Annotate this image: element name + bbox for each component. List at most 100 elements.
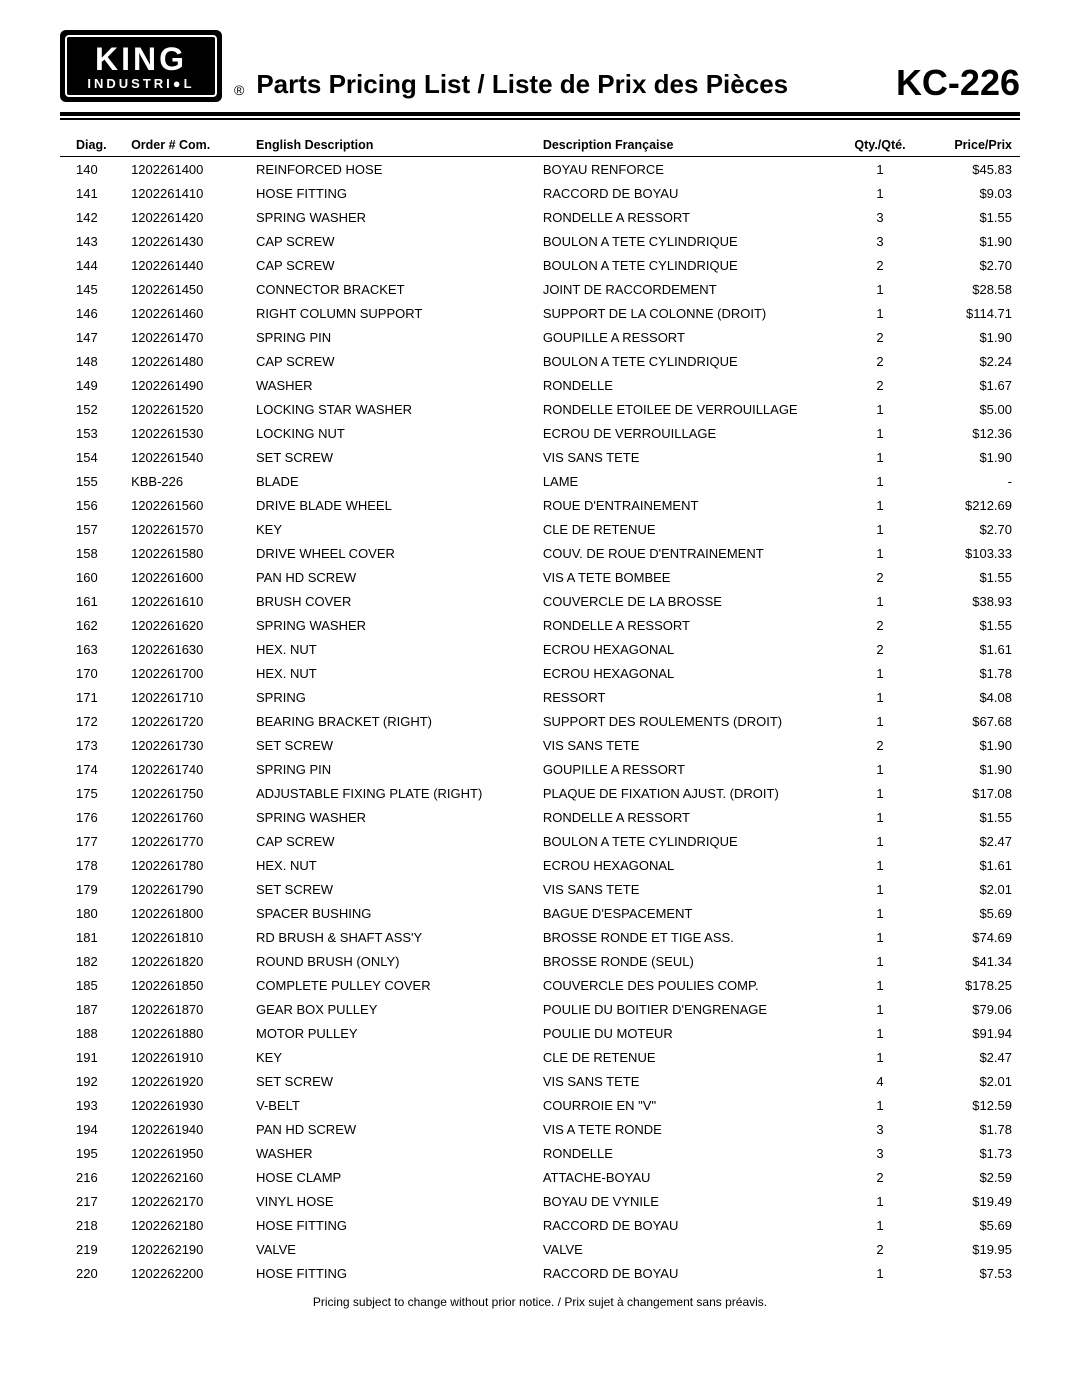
table-row: 1911202261910KEYCLE DE RETENUE1$2.47: [60, 1045, 1020, 1069]
cell-fr: VIS SANS TETE: [539, 733, 840, 757]
table-row: 1741202261740SPRING PINGOUPILLE A RESSOR…: [60, 757, 1020, 781]
cell-order: 1202262190: [127, 1237, 252, 1261]
cell-eng: SPRING PIN: [252, 757, 539, 781]
cell-order: 1202261800: [127, 901, 252, 925]
cell-fr: COUVERCLE DE LA BROSSE: [539, 589, 840, 613]
cell-price: $9.03: [920, 181, 1020, 205]
cell-fr: SUPPORT DE LA COLONNE (DROIT): [539, 301, 840, 325]
cell-price: $91.94: [920, 1021, 1020, 1045]
cell-order: 1202261480: [127, 349, 252, 373]
cell-diag: 144: [60, 253, 127, 277]
cell-price: $74.69: [920, 925, 1020, 949]
cell-fr: VIS SANS TETE: [539, 445, 840, 469]
table-row: 1571202261570KEYCLE DE RETENUE1$2.70: [60, 517, 1020, 541]
cell-price: $79.06: [920, 997, 1020, 1021]
cell-order: 1202261870: [127, 997, 252, 1021]
cell-price: $1.90: [920, 229, 1020, 253]
cell-eng: GEAR BOX PULLEY: [252, 997, 539, 1021]
cell-diag: 162: [60, 613, 127, 637]
cell-order: 1202261790: [127, 877, 252, 901]
cell-eng: HOSE FITTING: [252, 181, 539, 205]
cell-order: 1202261470: [127, 325, 252, 349]
table-row: 155KBB-226BLADELAME1-: [60, 469, 1020, 493]
table-row: 2171202262170VINYL HOSEBOYAU DE VYNILE1$…: [60, 1189, 1020, 1213]
cell-fr: COUVERCLE DES POULIES COMP.: [539, 973, 840, 997]
cell-order: 1202262160: [127, 1165, 252, 1189]
cell-qty: 1: [840, 1189, 921, 1213]
cell-qty: 1: [840, 973, 921, 997]
cell-price: $1.67: [920, 373, 1020, 397]
cell-qty: 1: [840, 397, 921, 421]
cell-price: $4.08: [920, 685, 1020, 709]
cell-order: 1202261520: [127, 397, 252, 421]
cell-diag: 192: [60, 1069, 127, 1093]
cell-price: $1.90: [920, 445, 1020, 469]
cell-diag: 175: [60, 781, 127, 805]
cell-order: 1202261750: [127, 781, 252, 805]
cell-fr: BOULON A TETE CYLINDRIQUE: [539, 253, 840, 277]
cell-diag: 185: [60, 973, 127, 997]
cell-eng: KEY: [252, 517, 539, 541]
col-fr: Description Française: [539, 134, 840, 157]
header-divider: [60, 118, 1020, 120]
table-row: 1791202261790SET SCREWVIS SANS TETE1$2.0…: [60, 877, 1020, 901]
table-row: 1461202261460RIGHT COLUMN SUPPORTSUPPORT…: [60, 301, 1020, 325]
cell-price: -: [920, 469, 1020, 493]
cell-qty: 1: [840, 1021, 921, 1045]
table-row: 1951202261950WASHERRONDELLE3$1.73: [60, 1141, 1020, 1165]
cell-diag: 156: [60, 493, 127, 517]
cell-diag: 157: [60, 517, 127, 541]
cell-order: 1202261560: [127, 493, 252, 517]
footer-note: Pricing subject to change without prior …: [60, 1295, 1020, 1309]
cell-fr: ECROU HEXAGONAL: [539, 853, 840, 877]
cell-fr: VIS SANS TETE: [539, 1069, 840, 1093]
cell-diag: 154: [60, 445, 127, 469]
cell-qty: 1: [840, 781, 921, 805]
cell-fr: RONDELLE: [539, 373, 840, 397]
cell-qty: 2: [840, 349, 921, 373]
cell-price: $1.90: [920, 757, 1020, 781]
cell-diag: 173: [60, 733, 127, 757]
cell-fr: CLE DE RETENUE: [539, 517, 840, 541]
cell-qty: 2: [840, 613, 921, 637]
cell-eng: CAP SCREW: [252, 829, 539, 853]
cell-eng: SET SCREW: [252, 445, 539, 469]
cell-diag: 180: [60, 901, 127, 925]
cell-eng: CAP SCREW: [252, 349, 539, 373]
cell-order: 1202261540: [127, 445, 252, 469]
cell-qty: 1: [840, 277, 921, 301]
cell-price: $1.55: [920, 205, 1020, 229]
cell-eng: PAN HD SCREW: [252, 1117, 539, 1141]
cell-order: 1202261770: [127, 829, 252, 853]
cell-price: $1.90: [920, 733, 1020, 757]
cell-eng: RIGHT COLUMN SUPPORT: [252, 301, 539, 325]
cell-price: $1.73: [920, 1141, 1020, 1165]
cell-diag: 219: [60, 1237, 127, 1261]
col-qty: Qty./Qté.: [840, 134, 921, 157]
cell-eng: LOCKING NUT: [252, 421, 539, 445]
cell-price: $103.33: [920, 541, 1020, 565]
table-row: 1871202261870GEAR BOX PULLEYPOULIE DU BO…: [60, 997, 1020, 1021]
page-header: KING INDUSTRI●L ® Parts Pricing List / L…: [60, 30, 1020, 116]
cell-fr: BOULON A TETE CYLINDRIQUE: [539, 349, 840, 373]
cell-order: 1202261720: [127, 709, 252, 733]
table-row: 1781202261780HEX. NUTECROU HEXAGONAL1$1.…: [60, 853, 1020, 877]
cell-price: $5.69: [920, 901, 1020, 925]
cell-eng: SPRING WASHER: [252, 613, 539, 637]
cell-price: $2.01: [920, 1069, 1020, 1093]
cell-price: $2.24: [920, 349, 1020, 373]
cell-order: 1202261630: [127, 637, 252, 661]
cell-qty: 1: [840, 901, 921, 925]
cell-order: 1202261410: [127, 181, 252, 205]
cell-qty: 2: [840, 325, 921, 349]
cell-fr: ECROU DE VERROUILLAGE: [539, 421, 840, 445]
cell-eng: RD BRUSH & SHAFT ASS'Y: [252, 925, 539, 949]
cell-diag: 182: [60, 949, 127, 973]
cell-fr: CLE DE RETENUE: [539, 1045, 840, 1069]
cell-fr: BOYAU RENFORCE: [539, 157, 840, 182]
cell-diag: 217: [60, 1189, 127, 1213]
table-row: 1451202261450CONNECTOR BRACKETJOINT DE R…: [60, 277, 1020, 301]
cell-diag: 179: [60, 877, 127, 901]
cell-qty: 1: [840, 541, 921, 565]
cell-diag: 158: [60, 541, 127, 565]
